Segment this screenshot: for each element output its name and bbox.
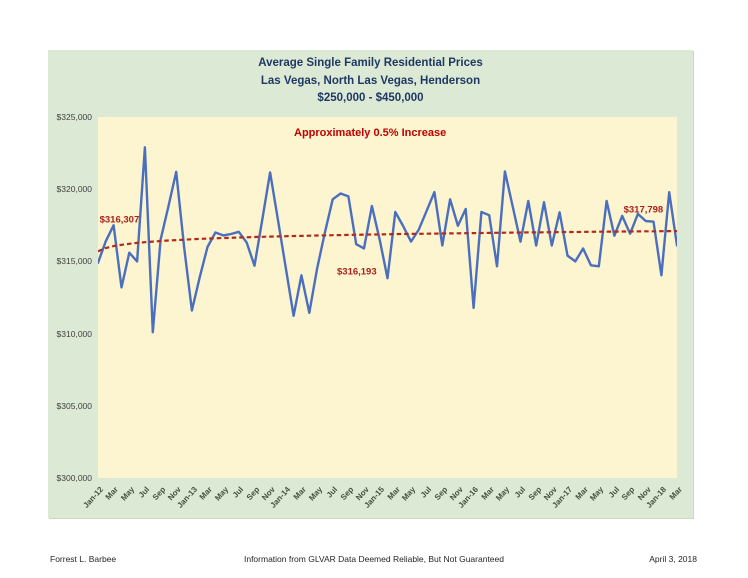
x-tick-label: Jul: [231, 485, 246, 500]
plot-area: Approximately 0.5% Increase $316,307 $316…: [98, 117, 677, 478]
y-tick-label: $325,000: [56, 112, 92, 122]
value-label: $316,193: [337, 266, 377, 278]
x-tick-label: May: [212, 485, 230, 503]
chart-title: Average Single Family Residential Prices…: [48, 55, 693, 108]
increase-annotation: Approximately 0.5% Increase: [294, 126, 447, 139]
x-tick-label: Mar: [104, 485, 121, 502]
x-tick-label: Sep: [526, 485, 543, 502]
chart-title-line-3: $250,000 - $450,000: [317, 92, 424, 104]
x-tick-label: May: [118, 485, 136, 503]
x-tick-label: Sep: [338, 485, 356, 502]
x-tick-label: May: [588, 485, 606, 503]
x-tick-label: Mar: [667, 485, 684, 502]
x-tick-label: May: [400, 485, 418, 503]
chart-title-line-2: Las Vegas, North Las Vegas, Henderson: [260, 74, 481, 87]
x-tick-label: Jul: [137, 485, 152, 500]
x-tick-label: Mar: [291, 485, 309, 502]
x-tick-label: Sep: [432, 485, 449, 502]
x-tick-label: Sep: [150, 485, 168, 502]
y-tick-label: $310,000: [56, 328, 92, 339]
x-tick-label: May: [306, 485, 324, 503]
chart-title-line-1: Average Single Family Residential Prices: [258, 57, 483, 69]
footer-disclaimer: Information from GLVAR Data Deemed Relia…: [243, 554, 504, 564]
y-axis-labels: $325,000 $320,000 $315,000 $310,000 $305,000…: [48, 112, 92, 483]
x-tick-label: Jul: [324, 485, 340, 500]
x-tick-label: Mar: [197, 485, 215, 502]
trend-line: [98, 230, 677, 253]
price-series-line: [98, 146, 677, 334]
x-tick-label: Mar: [385, 485, 402, 502]
footer-author: Forrest L. Barbee: [50, 554, 117, 564]
x-axis-labels: Jan-12 Mar May Jul Sep Nov Jan-13 Mar May Jul Sep N…: [81, 483, 684, 517]
x-tick-label: May: [494, 485, 512, 503]
price-line-chart: [98, 146, 677, 334]
y-tick-label: $315,000: [56, 256, 92, 267]
y-tick-label: $305,000: [56, 400, 92, 411]
x-tick-label: Sep: [620, 485, 637, 502]
x-tick-label: Jul: [418, 485, 434, 500]
x-tick-label: Mar: [479, 485, 496, 502]
x-tick-label: Jul: [512, 485, 528, 500]
value-label: $316,307: [99, 214, 140, 226]
chart-panel: Average Single Family Residential Prices…: [48, 50, 693, 518]
y-tick-label: $300,000: [56, 473, 92, 483]
x-tick-label: Sep: [244, 485, 262, 502]
x-tick-label: Jan-12: [81, 485, 105, 510]
footer-date: April 3, 2018: [649, 554, 697, 564]
x-tick-label: Jul: [606, 485, 622, 500]
x-tick-label: Mar: [573, 485, 590, 502]
value-label: $317,798: [623, 204, 664, 216]
y-tick-label: $320,000: [56, 184, 92, 195]
